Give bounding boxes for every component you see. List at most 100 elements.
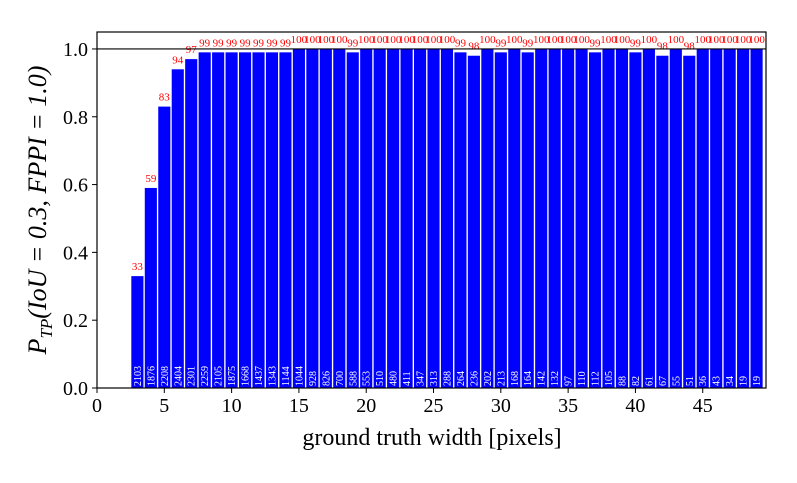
count-label: 510 (375, 371, 386, 386)
count-label: 2103 (133, 366, 144, 386)
bar (750, 48, 763, 388)
x-tick-label: 15 (289, 395, 309, 417)
value-label: 33 (132, 261, 144, 273)
x-tick-label: 5 (159, 395, 169, 417)
count-label: 43 (712, 376, 723, 386)
value-label: 100 (371, 34, 388, 46)
axes-frame (96, 31, 767, 389)
value-label: 99 (280, 37, 292, 49)
value-label: 100 (385, 34, 402, 46)
bar (212, 52, 225, 388)
value-label: 99 (266, 37, 278, 49)
count-label: 112 (591, 371, 602, 386)
bar (427, 48, 440, 388)
value-label: 99 (590, 37, 602, 49)
bar (387, 48, 400, 388)
value-label: 100 (331, 34, 348, 46)
value-label: 100 (641, 34, 658, 46)
bar (737, 48, 750, 388)
count-label: 97 (564, 376, 575, 386)
value-label: 100 (573, 34, 590, 46)
count-label: 1876 (146, 366, 157, 386)
x-tick-label: 0 (92, 395, 102, 417)
value-label: 100 (412, 34, 429, 46)
value-label: 99 (522, 37, 534, 49)
bar (360, 48, 373, 388)
value-label: 59 (145, 173, 157, 185)
bar (414, 48, 427, 388)
value-label: 100 (439, 34, 456, 46)
bar (683, 55, 696, 388)
count-label: 1343 (267, 366, 278, 386)
bar (144, 187, 157, 388)
count-label: 61 (644, 376, 655, 386)
bar (629, 52, 642, 388)
count-label: 55 (671, 376, 682, 386)
count-label: 347 (416, 371, 427, 386)
value-label: 100 (614, 34, 631, 46)
count-label: 588 (348, 371, 359, 386)
value-label: 100 (425, 34, 442, 46)
bar (615, 48, 629, 388)
count-label: 142 (537, 371, 548, 386)
count-label: 88 (617, 376, 628, 386)
bar (588, 52, 602, 388)
x-tick-label: 35 (558, 395, 578, 417)
y-tick-label: 0.2 (63, 310, 88, 332)
count-label: 168 (510, 371, 521, 386)
value-label: 100 (398, 34, 415, 46)
count-label: 1875 (227, 366, 238, 386)
bar (306, 48, 319, 388)
bar (481, 48, 494, 388)
count-label: 313 (429, 371, 440, 386)
bar (723, 48, 736, 388)
count-label: 67 (658, 376, 669, 386)
bar (548, 48, 561, 388)
y-axis-label: PTP(IoU = 0.3, FPPI = 1.0) (23, 66, 56, 356)
count-label: 2301 (187, 366, 198, 386)
x-tick-label: 45 (693, 395, 713, 417)
value-label: 100 (721, 34, 738, 46)
bar (279, 52, 292, 388)
y-tick-label: 0.0 (63, 378, 88, 400)
bar (454, 52, 467, 388)
bar (575, 48, 588, 388)
y-label-rest: (IoU = 0.3, FPPI = 1.0) (23, 66, 52, 319)
count-label: 19 (739, 376, 750, 386)
bar (198, 52, 211, 388)
value-label: 99 (226, 37, 238, 49)
count-label: 51 (685, 376, 696, 386)
bar (562, 48, 575, 388)
x-tick-label: 10 (222, 395, 242, 417)
count-label: 2404 (173, 366, 184, 386)
value-label: 99 (495, 37, 507, 49)
bar (131, 276, 144, 388)
bar (656, 55, 669, 388)
count-label: 105 (604, 371, 615, 386)
bar (440, 48, 454, 388)
bar (346, 52, 359, 388)
bar (400, 48, 413, 388)
value-label: 99 (213, 37, 225, 49)
value-label: 100 (546, 34, 563, 46)
count-label: 2105 (214, 366, 225, 386)
value-label: 83 (159, 92, 171, 104)
bar (185, 59, 198, 388)
bar (669, 48, 682, 388)
value-label: 99 (253, 37, 265, 49)
value-label: 100 (358, 34, 375, 46)
count-label: 1437 (254, 366, 265, 386)
x-tick-label: 20 (356, 395, 376, 417)
x-axis-label: ground truth width [pixels] (302, 425, 561, 451)
bar (373, 48, 386, 388)
value-label: 100 (318, 34, 335, 46)
count-label: 480 (389, 371, 400, 386)
count-label: 213 (496, 371, 507, 386)
count-label: 164 (523, 371, 534, 386)
bar (710, 48, 723, 388)
bar (239, 52, 252, 388)
count-label: 1668 (241, 366, 252, 386)
count-label: 82 (631, 376, 642, 386)
count-label: 34 (725, 376, 736, 386)
value-label: 100 (506, 34, 523, 46)
